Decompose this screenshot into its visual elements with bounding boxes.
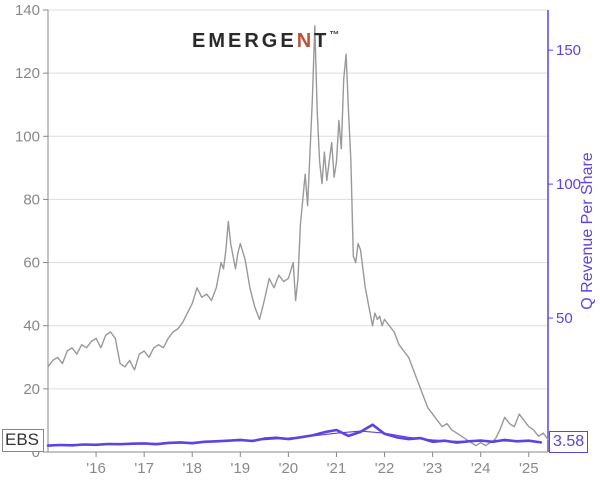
chart-container: 02040608010012014050100150'16'17'18'19'2…: [0, 0, 600, 500]
x-tick-label: '25: [519, 460, 539, 477]
y-right-axis-label: Q Revenue Per Share: [579, 152, 596, 310]
ticker-symbol-box: EBS: [2, 429, 44, 452]
y-left-tick-label: 60: [23, 255, 40, 272]
y-left-tick-label: 80: [23, 191, 40, 208]
y-left-tick-label: 100: [15, 128, 40, 145]
y-right-tick-label: 50: [556, 310, 573, 327]
x-tick-label: '24: [471, 460, 491, 477]
y-left-tick-label: 20: [23, 381, 40, 398]
dual-axis-line-chart: 02040608010012014050100150'16'17'18'19'2…: [0, 0, 600, 500]
y-left-tick-label: 140: [15, 2, 40, 19]
stock-price: [48, 26, 548, 446]
y-right-tick-label: 150: [556, 42, 581, 59]
x-tick-label: '16: [86, 460, 106, 477]
ticker-symbol: EBS: [5, 430, 39, 449]
x-tick-label: '21: [327, 460, 347, 477]
last-value-box: 3.58: [549, 431, 588, 453]
x-tick-label: '20: [279, 460, 299, 477]
last-value: 3.58: [553, 433, 584, 450]
x-tick-label: '23: [423, 460, 443, 477]
x-tick-label: '19: [231, 460, 251, 477]
y-right-tick-label: 100: [556, 176, 581, 193]
x-tick-label: '17: [134, 460, 154, 477]
y-left-tick-label: 120: [15, 65, 40, 82]
x-tick-label: '22: [375, 460, 395, 477]
y-left-tick-label: 40: [23, 318, 40, 335]
revenue-per-share-reported: [48, 425, 541, 446]
x-tick-label: '18: [182, 460, 202, 477]
